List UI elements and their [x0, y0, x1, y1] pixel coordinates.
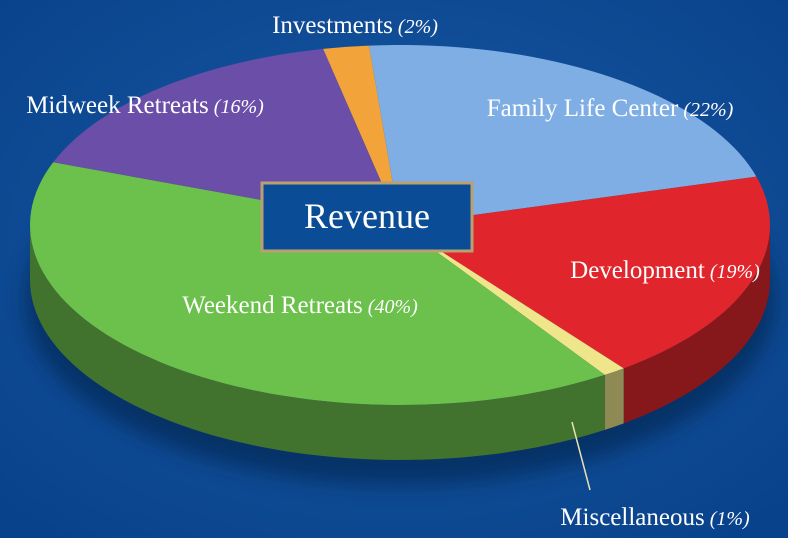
category-name: Development: [570, 257, 705, 284]
slice: [400, 176, 770, 369]
slice-label: Development (19%): [570, 257, 760, 284]
value-label: (16%): [214, 96, 264, 118]
value-label: (2%): [398, 16, 438, 38]
title-box: [260, 181, 474, 253]
category-name: Family Life Center: [487, 95, 679, 122]
slice-label: Miscellaneous (1%): [560, 504, 750, 531]
slice-label: Midweek Retreats (16%): [26, 92, 264, 119]
slice: [400, 225, 624, 375]
labels: Investments (2%) Family Life Center (22%) De…: [26, 12, 760, 531]
pie: [30, 45, 770, 460]
slice: [30, 162, 605, 405]
slice-label: Weekend Retreats (40%): [182, 292, 418, 319]
category-name: Miscellaneous: [560, 504, 704, 531]
leader-line: [571, 421, 591, 491]
value-label: (40%): [368, 296, 418, 318]
slice-label: Family Life Center (22%): [487, 95, 734, 122]
category-name: Investments: [272, 12, 393, 39]
slice-label: Investments (2%): [272, 12, 438, 39]
slice-side: [604, 368, 624, 430]
slice-side: [30, 225, 605, 460]
value-label: (22%): [683, 99, 733, 121]
category-name: Midweek Retreats: [26, 92, 209, 119]
slice: [53, 48, 401, 225]
slice: [369, 45, 757, 225]
value-label: (19%): [710, 261, 760, 283]
slice: [323, 45, 400, 225]
slice-side: [623, 225, 770, 424]
value-label: (1%): [710, 508, 750, 530]
chart-title: Revenue: [304, 196, 430, 236]
category-name: Weekend Retreats: [182, 292, 363, 319]
